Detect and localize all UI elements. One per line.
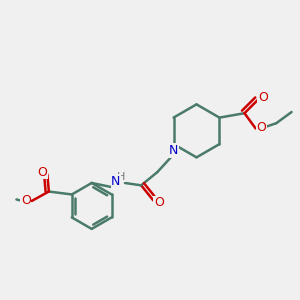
- Text: O: O: [21, 194, 31, 207]
- Text: N: N: [169, 144, 178, 157]
- Text: H: H: [117, 172, 125, 182]
- Text: O: O: [37, 166, 47, 178]
- Text: N: N: [111, 175, 121, 188]
- Text: O: O: [258, 91, 268, 104]
- Text: O: O: [256, 122, 266, 134]
- Text: O: O: [154, 196, 164, 209]
